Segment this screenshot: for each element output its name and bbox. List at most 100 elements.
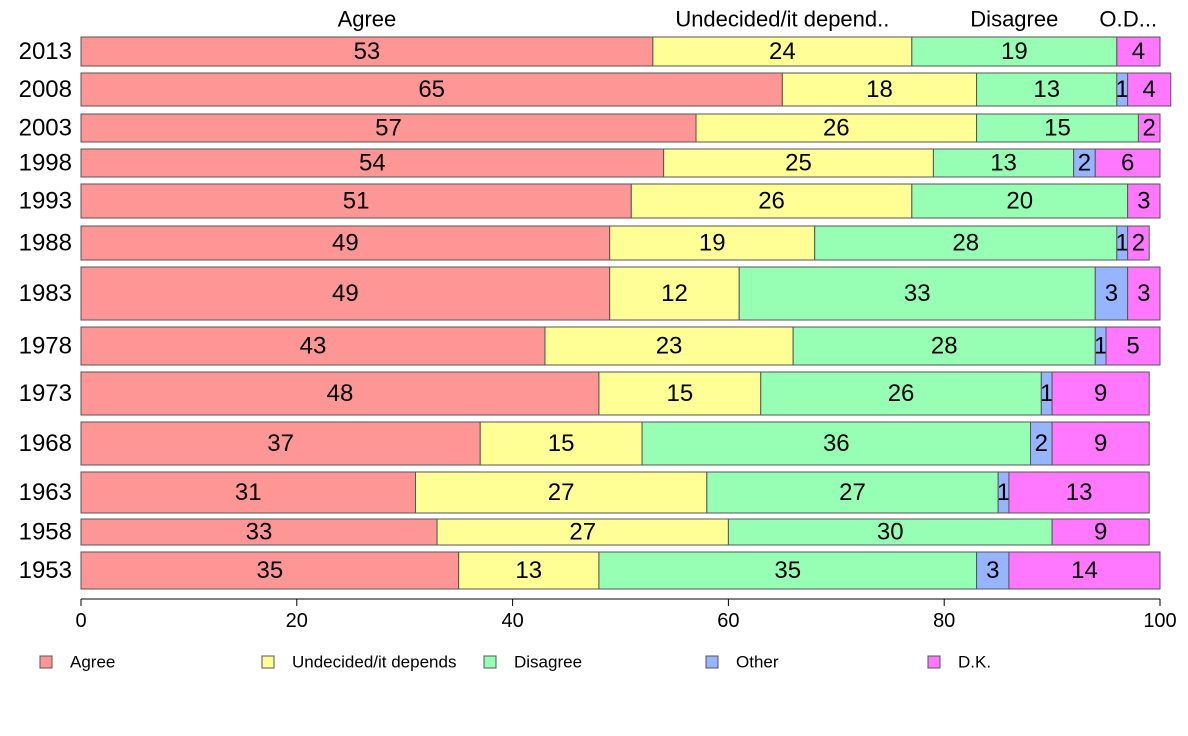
bar-segment <box>727 518 1053 546</box>
data-label: 15 <box>666 380 693 407</box>
legend: Agree Undecided/it depends Disagree Other D.… <box>39 653 991 672</box>
bar-segment <box>458 551 600 590</box>
bars: 53 24 19 465 18 13 1 457 26 15 254 25 13 2 651 26 20 349 1… <box>80 36 1172 590</box>
data-label: 65 <box>418 76 445 103</box>
data-label: 15 <box>548 430 575 457</box>
year-label: 2003 <box>19 115 72 142</box>
data-label: 33 <box>904 280 931 307</box>
bar-segment <box>1105 326 1161 366</box>
data-label: 3 <box>1137 188 1150 215</box>
bar-segment <box>1127 225 1150 261</box>
data-label: 35 <box>256 557 283 584</box>
data-label: 14 <box>1071 557 1098 584</box>
data-label: 5 <box>1126 333 1139 360</box>
data-label: 28 <box>931 333 958 360</box>
year-label: 1963 <box>19 479 72 506</box>
data-label: 6 <box>1121 150 1134 177</box>
year-label: 2008 <box>19 76 72 103</box>
bar-segment <box>80 266 611 321</box>
bar-segment <box>738 266 1096 321</box>
data-label: 27 <box>569 519 596 546</box>
year-label: 1978 <box>19 333 72 360</box>
legend-swatch <box>261 655 275 669</box>
bar-segment <box>1094 148 1161 178</box>
data-label: 13 <box>1033 76 1060 103</box>
year-label: 1983 <box>19 280 72 307</box>
data-label: 43 <box>300 333 327 360</box>
bar-segment <box>932 148 1075 178</box>
data-label: 19 <box>699 230 726 257</box>
bar-segment <box>80 113 697 143</box>
bar-segment <box>80 72 783 107</box>
column-header: Agree <box>338 7 397 32</box>
data-label: 1 <box>1116 76 1129 103</box>
bar-segment <box>976 551 1010 590</box>
legend-label: Other <box>736 653 779 672</box>
data-label: 26 <box>823 115 850 142</box>
data-label: 35 <box>774 557 801 584</box>
x-tick-label: 100 <box>1143 610 1176 632</box>
legend-swatch <box>483 655 497 669</box>
data-label: 4 <box>1132 38 1145 65</box>
bar-segment <box>80 148 665 178</box>
column-headers: Agree Undecided/it depend.. Disagree O..D..… <box>338 7 1158 32</box>
data-label: 2 <box>1078 150 1091 177</box>
year-label: 1988 <box>19 230 72 257</box>
bar-segment <box>80 225 611 261</box>
legend-label: Disagree <box>514 653 582 672</box>
data-label: 25 <box>785 150 812 177</box>
data-label: 1 <box>1116 230 1129 257</box>
data-label: 19 <box>1001 38 1028 65</box>
data-label: 27 <box>548 479 575 506</box>
bar-segment <box>911 183 1129 219</box>
data-label: 2 <box>1035 430 1048 457</box>
x-axis: 0 20 40 60 80 100 <box>75 598 1177 632</box>
legend-swatch <box>927 655 941 669</box>
data-label: 12 <box>661 280 688 307</box>
bar-segment <box>652 36 913 67</box>
data-label: 24 <box>769 38 796 65</box>
x-tick-label: 40 <box>501 610 523 632</box>
year-label: 1953 <box>19 557 72 584</box>
data-label: 13 <box>515 557 542 584</box>
data-label: 13 <box>1066 479 1093 506</box>
bar-segment <box>1008 551 1161 590</box>
bar-segment <box>598 551 978 590</box>
data-label: 15 <box>1044 115 1071 142</box>
bar-segment <box>760 371 1042 416</box>
data-label: 53 <box>354 38 381 65</box>
bar-segment <box>1127 266 1161 321</box>
data-label: 20 <box>1006 188 1033 215</box>
data-label: 26 <box>758 188 785 215</box>
x-tick-label: 80 <box>933 610 955 632</box>
bar-segment <box>1051 371 1150 416</box>
data-label: 30 <box>877 519 904 546</box>
bar-segment <box>976 113 1139 143</box>
x-tick-label: 0 <box>75 610 86 632</box>
x-tick-label: 20 <box>286 610 308 632</box>
data-label: 4 <box>1143 76 1156 103</box>
year-label: 1968 <box>19 430 72 457</box>
bar-segment <box>544 326 794 366</box>
column-header: O.. <box>1099 7 1128 32</box>
data-label: 1 <box>1040 380 1053 407</box>
data-label: 28 <box>952 230 979 257</box>
data-label: 23 <box>656 333 683 360</box>
data-label: 9 <box>1094 430 1107 457</box>
data-label: 27 <box>839 479 866 506</box>
legend-swatch <box>705 655 719 669</box>
data-label: 26 <box>888 380 915 407</box>
bar-segment <box>80 371 600 416</box>
data-label: 49 <box>332 280 359 307</box>
year-label: 1993 <box>19 188 72 215</box>
data-label: 36 <box>823 430 850 457</box>
bar-segment <box>911 36 1118 67</box>
data-label: 1 <box>1094 333 1107 360</box>
bar-segment <box>1116 36 1161 67</box>
bar-segment <box>598 371 762 416</box>
bar-segment <box>706 471 999 514</box>
bar-segment <box>1051 421 1150 466</box>
bar-segment <box>479 421 643 466</box>
bar-segment <box>80 421 481 466</box>
